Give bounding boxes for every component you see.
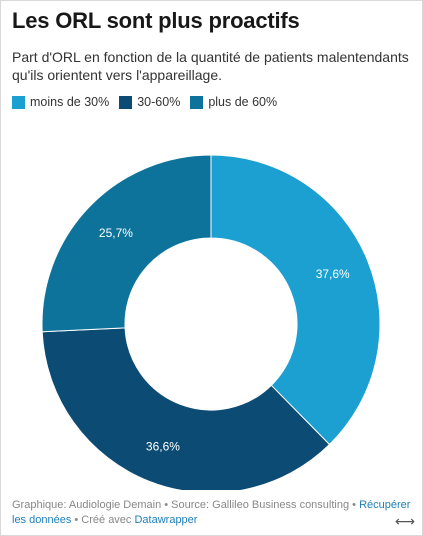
legend-label: plus de 60%: [208, 95, 278, 109]
chart-title: Les ORL sont plus proactifs: [12, 8, 300, 33]
legend-item-30-60: 30-60%: [119, 95, 180, 109]
legend: moins de 30% 30-60% plus de 60%: [12, 95, 277, 109]
legend-swatch: [190, 95, 204, 109]
legend-label: moins de 30%: [30, 95, 110, 109]
chart-footer: Graphique: Audiologie Demain • Source: G…: [12, 498, 412, 527]
donut-chart: 37,6% 36,6% 25,7%: [41, 154, 381, 490]
slice-label: 36,6%: [146, 439, 180, 453]
legend-label: 30-60%: [137, 95, 181, 109]
slice-moins-30: [210, 154, 381, 446]
footer-source: Graphique: Audiologie Demain • Source: G…: [12, 499, 360, 511]
chart-subtitle: Part d'ORL en fonction de la quantité de…: [12, 49, 409, 83]
footer-created-with: • Créé avec: [71, 513, 135, 526]
datawrapper-link[interactable]: Datawrapper: [134, 513, 198, 526]
legend-item-plus-60: plus de 60%: [190, 95, 277, 109]
resize-icon[interactable]: ⟷: [394, 513, 415, 529]
legend-swatch: [12, 95, 25, 109]
legend-swatch: [119, 95, 133, 109]
legend-item-moins-30: moins de 30%: [12, 95, 109, 109]
slice-plus-60: [41, 154, 212, 333]
download-data-link[interactable]: Récupérer les données: [12, 499, 411, 526]
slice-label: 25,7%: [99, 226, 133, 240]
slice-30-60: [41, 327, 331, 490]
slice-label: 37,6%: [316, 267, 350, 281]
